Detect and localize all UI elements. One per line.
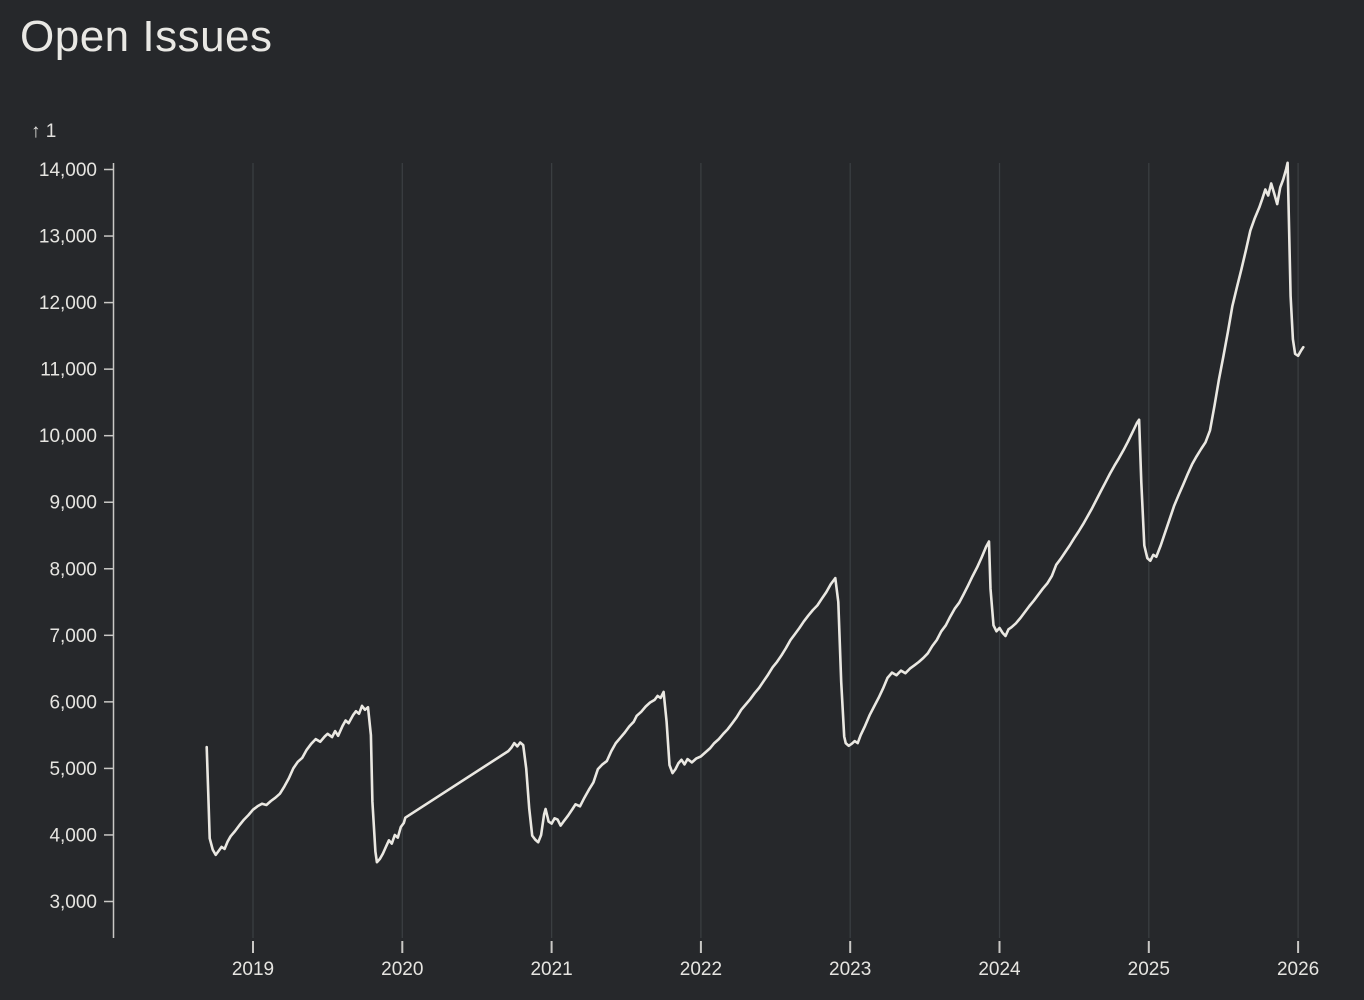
x-axis: 2019 2020 2021 2022 2023 2024 2025 2026 [232, 941, 1319, 980]
x-tick-label: 2023 [829, 959, 871, 980]
x-tick-label: 2025 [1128, 959, 1170, 980]
x-tick-label: 2022 [680, 959, 722, 980]
chart-title: Open Issues [20, 12, 273, 61]
x-gridlines [252, 163, 1299, 938]
data-series [205, 161, 1305, 864]
x-tick-label: 2026 [1277, 959, 1319, 980]
y-tick-label: 11,000 [40, 360, 97, 381]
x-tick-label: 2021 [530, 959, 572, 980]
y-tick-label: 13,000 [39, 227, 97, 248]
y-tick-label: 3,000 [49, 892, 97, 913]
open-issues-line [205, 161, 1305, 864]
y-tick-label: 9,000 [49, 493, 97, 514]
y-tick-label: 7,000 [49, 626, 97, 647]
x-tick-label: 2019 [232, 959, 274, 980]
x-tick-label: 2020 [381, 959, 423, 980]
y-tick-label: 6,000 [49, 692, 97, 713]
y-tick-label: 5,000 [49, 759, 97, 780]
y-tick-label: 4,000 [49, 825, 97, 846]
y-tick-label: 10,000 [39, 426, 97, 447]
x-tick-label: 2024 [978, 959, 1021, 980]
y-axis-label: ↑ 1 [31, 121, 57, 142]
y-tick-label: 14,000 [39, 160, 97, 181]
y-axis: 3,000 4,000 5,000 6,000 7,000 8,000 9,000 10,00… [39, 160, 115, 938]
y-tick-label: 8,000 [49, 559, 97, 580]
y-tick-label: 12,000 [39, 293, 97, 314]
